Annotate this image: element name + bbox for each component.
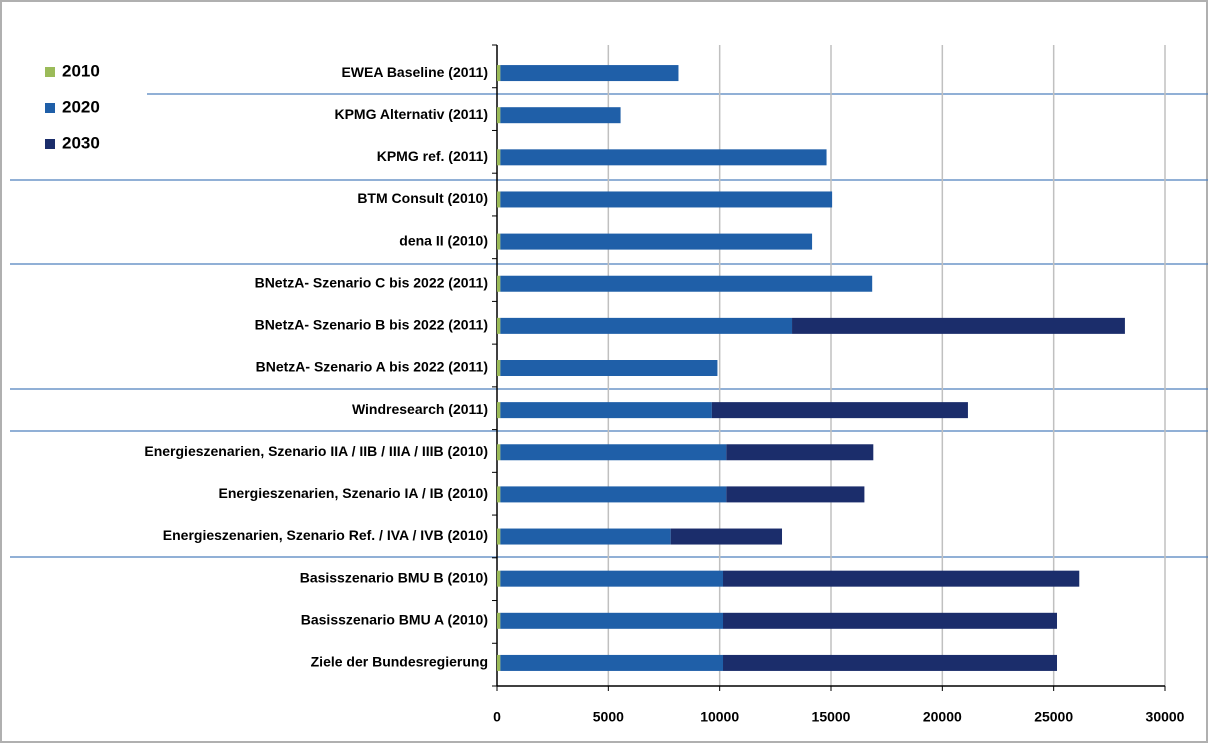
y-tick-label: BNetzA- Szenario B bis 2022 (2011) xyxy=(255,317,488,333)
bar-segment xyxy=(497,275,501,292)
x-tick-label: 5000 xyxy=(593,709,624,725)
bar-segment xyxy=(500,486,727,503)
bar-segment xyxy=(497,191,501,208)
bar-segment xyxy=(723,654,1058,671)
y-tick-label: Energieszenarien, Szenario Ref. / IVA / … xyxy=(163,527,488,543)
legend-swatch xyxy=(45,103,55,113)
legend-label: 2020 xyxy=(62,97,100,116)
legend-swatch xyxy=(45,139,55,149)
legend-swatch xyxy=(45,67,55,77)
bar-segment xyxy=(497,402,501,419)
bar-segment xyxy=(500,191,833,208)
bar-segment xyxy=(497,612,501,629)
bar-segment xyxy=(500,107,621,124)
x-tick-label: 15000 xyxy=(812,709,851,725)
bar-segment xyxy=(497,233,501,250)
bar-segment xyxy=(792,317,1125,334)
x-tick-label: 20000 xyxy=(923,709,962,725)
y-tick-label: Ziele der Bundesregierung xyxy=(311,654,488,670)
bar-segment xyxy=(497,654,501,671)
bar-segment xyxy=(500,612,724,629)
bar-segment xyxy=(500,570,724,587)
bar-segment xyxy=(497,486,501,503)
x-tick-label: 25000 xyxy=(1034,709,1073,725)
bar-segment xyxy=(500,654,724,671)
y-tick-label: Basisszenario BMU A (2010) xyxy=(301,612,488,628)
bar-segment xyxy=(500,360,718,376)
bar-segment xyxy=(711,402,968,419)
y-tick-label: dena II (2010) xyxy=(399,232,488,248)
y-tick-label: Basisszenario BMU B (2010) xyxy=(300,569,488,585)
bar-segment xyxy=(726,486,865,503)
bar-segment xyxy=(497,360,501,376)
bar-segment xyxy=(500,444,727,461)
bar-segment xyxy=(500,317,793,334)
y-tick-label: BTM Consult (2010) xyxy=(357,190,488,206)
bar-segment xyxy=(726,444,874,461)
y-tick-label: EWEA Baseline (2011) xyxy=(341,64,488,80)
y-tick-label: KPMG ref. (2011) xyxy=(377,148,488,164)
bar-segment xyxy=(500,275,873,292)
bar-segment xyxy=(497,107,501,124)
legend-label: 2030 xyxy=(62,133,100,152)
bar-segment xyxy=(723,612,1058,629)
bar-segment xyxy=(500,65,679,82)
y-tick-label: Energieszenarien, Szenario IIA / IIB / I… xyxy=(144,443,488,459)
bar-segment xyxy=(497,317,501,334)
bar-segment xyxy=(500,149,827,166)
y-tick-label: BNetzA- Szenario C bis 2022 (2011) xyxy=(255,274,488,290)
x-tick-label: 10000 xyxy=(700,709,739,725)
y-tick-label: Windresearch (2011) xyxy=(352,401,488,417)
x-tick-label: 30000 xyxy=(1146,709,1185,725)
y-tick-label: Energieszenarien, Szenario IA / IB (2010… xyxy=(219,485,488,501)
bar-segment xyxy=(497,570,501,587)
bar-segment xyxy=(497,65,501,82)
bar-segment xyxy=(497,149,501,166)
bar-segment xyxy=(497,444,501,461)
bar-segment xyxy=(670,528,783,545)
legend-label: 2010 xyxy=(62,61,100,80)
bar-segment xyxy=(500,402,712,419)
y-tick-label: BNetzA- Szenario A bis 2022 (2011) xyxy=(256,359,488,375)
bar-segment xyxy=(500,233,813,250)
bar-segment xyxy=(500,528,671,545)
bar-segment xyxy=(723,570,1080,587)
y-tick-label: KPMG Alternativ (2011) xyxy=(334,106,488,122)
x-tick-label: 0 xyxy=(493,709,501,725)
bar-segment xyxy=(497,528,501,545)
